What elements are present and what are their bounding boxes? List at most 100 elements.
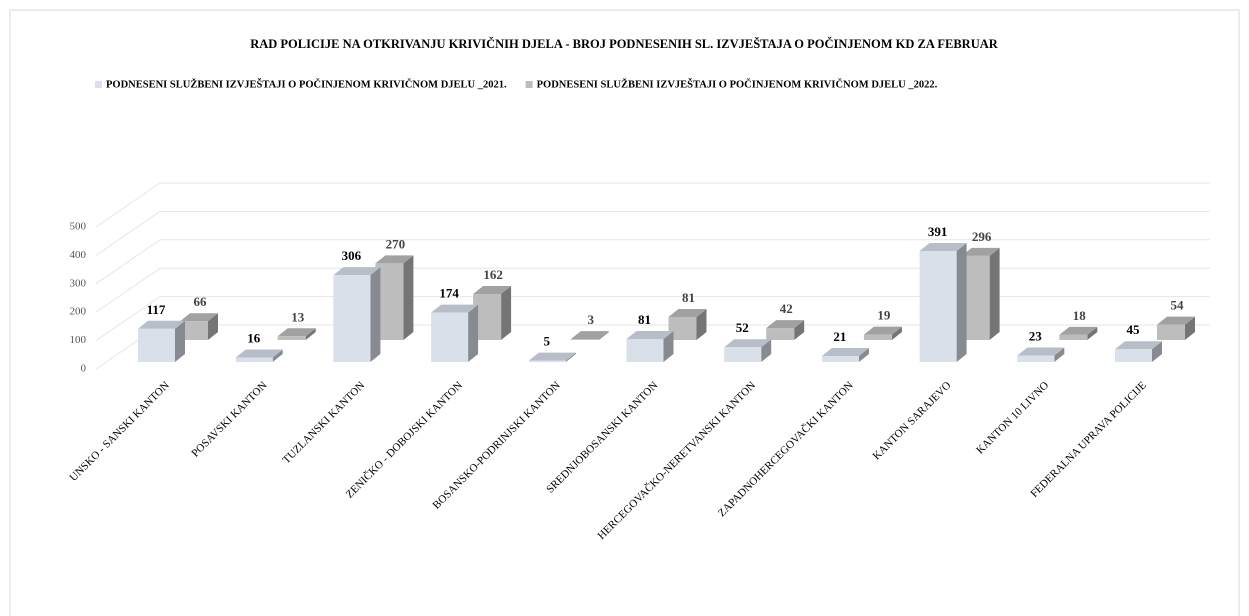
bar-side	[565, 352, 576, 362]
value-label: 391	[928, 224, 948, 239]
bar-front	[1115, 349, 1152, 362]
bar	[235, 349, 283, 362]
bar-front	[626, 338, 664, 362]
bar-side	[891, 326, 902, 340]
grid-line	[95, 267, 1210, 313]
bar-front	[724, 347, 762, 362]
value-label: 54	[1171, 298, 1185, 313]
grid-line	[95, 296, 1210, 342]
legend-label: PODNESENI SLUŽBENI IZVJEŠTAJI O POČINJEN…	[537, 77, 938, 90]
bar	[821, 348, 869, 362]
value-label: 81	[638, 312, 651, 327]
value-label: 3	[588, 312, 595, 327]
y-tick-label: 400	[70, 249, 87, 261]
value-label: 162	[483, 267, 503, 282]
value-label: 19	[877, 308, 891, 323]
bar	[1017, 347, 1065, 362]
bar-front	[1059, 334, 1088, 340]
bar-front	[570, 339, 599, 340]
bar-top	[626, 330, 674, 339]
bar	[333, 267, 381, 362]
legend-swatch	[525, 81, 533, 88]
bar-side	[989, 247, 1000, 340]
bar	[180, 313, 218, 340]
bar-side	[403, 255, 414, 340]
bar-front	[235, 357, 273, 362]
bar-side	[663, 330, 674, 362]
bar-side	[1185, 316, 1195, 340]
bar-front	[180, 321, 208, 340]
bar-front	[821, 356, 859, 362]
bar-side	[1087, 326, 1098, 340]
bar-top	[431, 304, 479, 313]
value-label: 81	[682, 290, 695, 305]
value-label: 13	[291, 309, 305, 324]
bar-front	[333, 275, 371, 362]
y-tick-label: 200	[70, 306, 87, 318]
bar	[626, 330, 674, 362]
bar	[277, 328, 316, 340]
bar-top	[528, 352, 576, 361]
bar-front	[431, 312, 469, 362]
bar-top	[766, 320, 805, 329]
bar-top	[863, 326, 902, 335]
bar-top	[138, 320, 185, 329]
bar	[1059, 326, 1098, 340]
bar-front	[277, 336, 306, 340]
chart-title: RAD POLICIJE NA OTKRIVANJU KRIVIČNIH DJE…	[250, 37, 999, 51]
bar-top	[473, 285, 512, 294]
bar-top	[1157, 316, 1195, 325]
bar	[961, 247, 1000, 340]
bar	[473, 285, 512, 340]
bar	[766, 320, 805, 340]
value-label: 16	[247, 330, 261, 345]
bar-top	[961, 247, 1000, 256]
bar	[375, 255, 414, 340]
bar-front	[919, 250, 957, 362]
bar-front	[528, 360, 566, 362]
bar	[1115, 341, 1162, 362]
value-label: 5	[544, 334, 551, 349]
legend-label: PODNESENI SLUŽBENI IZVJEŠTAJI O POČINJEN…	[106, 77, 507, 90]
bar-side	[501, 285, 512, 340]
bar-top	[333, 267, 381, 276]
bar-side	[208, 313, 218, 340]
bar-side	[696, 308, 707, 340]
bar-top	[724, 339, 772, 348]
chart-frame	[9, 9, 1240, 616]
bar-top	[919, 242, 967, 251]
bar-front	[1157, 324, 1185, 340]
bar	[570, 331, 609, 340]
bar-side	[598, 331, 609, 340]
y-tick-label: 300	[70, 277, 87, 289]
bar	[724, 339, 772, 362]
bar	[138, 320, 185, 362]
bar	[431, 304, 479, 362]
bar	[919, 242, 967, 362]
bar-side	[272, 349, 283, 362]
bar-top	[1059, 326, 1098, 335]
value-label: 296	[972, 229, 992, 244]
bar	[863, 326, 902, 340]
bar-front	[863, 334, 892, 340]
value-label: 306	[342, 248, 362, 263]
bar-side	[761, 339, 772, 362]
bar-front	[766, 328, 795, 340]
grid-line	[95, 182, 1210, 228]
y-tick-label: 500	[70, 221, 87, 233]
legend-swatch	[95, 81, 102, 88]
bar-side	[305, 328, 316, 340]
bar-front	[138, 328, 175, 362]
bar-side	[175, 320, 185, 362]
bar-front	[1017, 355, 1055, 362]
bar-top	[180, 313, 218, 322]
bar-top	[1115, 341, 1162, 350]
bar-side	[858, 348, 869, 362]
grid-line	[95, 239, 1210, 285]
bar-top	[570, 331, 609, 340]
bar-top	[277, 328, 316, 337]
bar-top	[375, 255, 414, 264]
value-label: 42	[780, 301, 793, 316]
bar-top	[235, 349, 283, 358]
